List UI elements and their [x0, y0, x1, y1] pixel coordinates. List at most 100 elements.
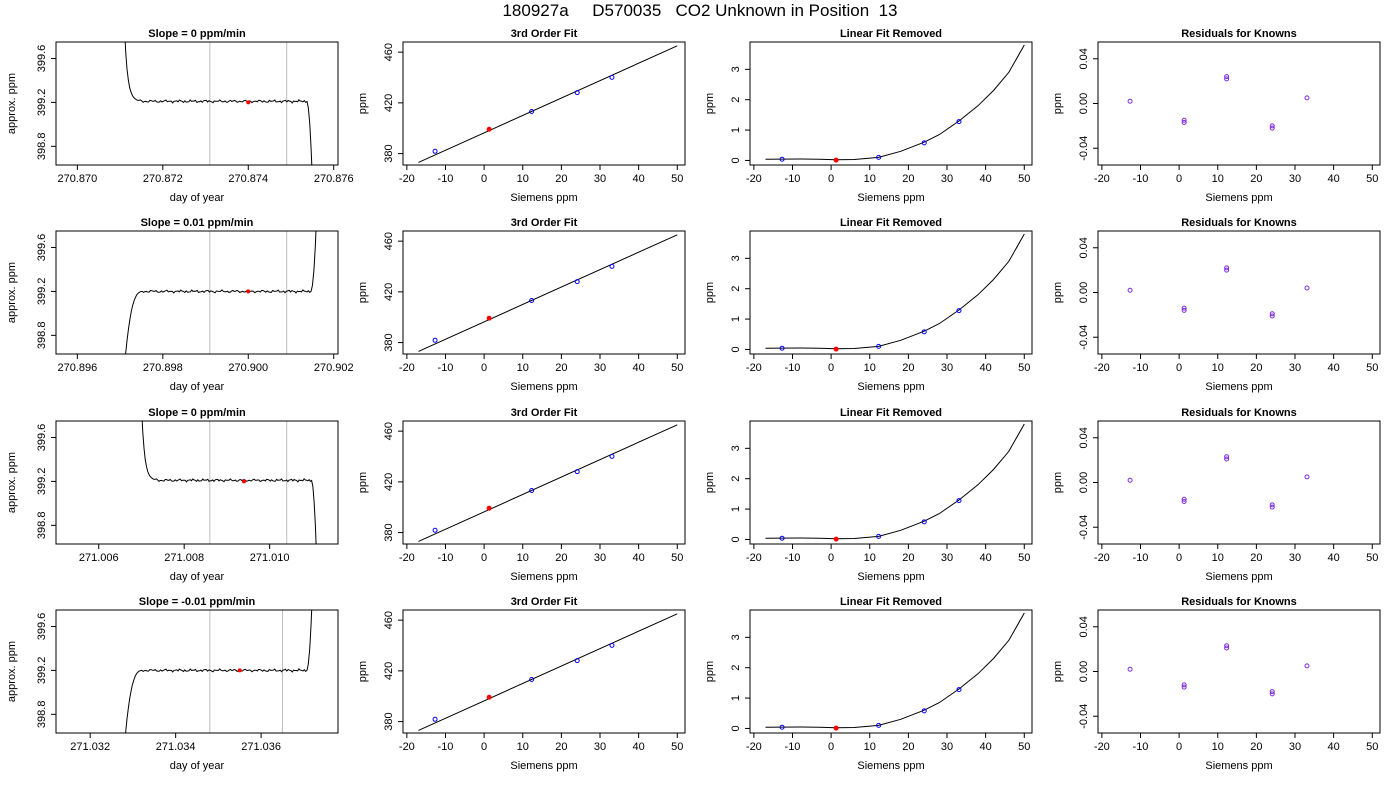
residual-point — [1181, 120, 1187, 126]
y-tick-label: 0 — [730, 725, 742, 731]
known-point — [432, 148, 438, 154]
plot-area — [765, 44, 1025, 163]
y-tick-label: 380 — [383, 523, 395, 541]
x-tick-label: 271.010 — [250, 552, 290, 564]
mean-marker-point — [246, 100, 251, 105]
y-tick-label: 3 — [730, 445, 742, 451]
y-axis-label: ppm — [704, 472, 716, 493]
x-tick-label: 271.008 — [164, 552, 204, 564]
plot-frame — [1097, 420, 1381, 545]
x-tick-label: 50 — [1018, 173, 1030, 185]
fit-line — [418, 424, 678, 542]
residual-point — [1127, 477, 1133, 483]
known-point — [779, 345, 785, 351]
known-point — [956, 308, 962, 314]
x-tick-label: 270.874 — [228, 173, 268, 185]
plot-area — [418, 45, 678, 163]
y-tick-label: 399.2 — [36, 657, 48, 685]
x-tick-label: 10 — [864, 741, 876, 753]
y-tick-label: 460 — [383, 611, 395, 629]
x-tick-label: 40 — [980, 552, 992, 564]
x-tick-label: 30 — [594, 173, 606, 185]
y-tick-label: 380 — [383, 712, 395, 730]
x-tick-label: 50 — [671, 552, 683, 564]
y-tick-label: -0.04 — [1078, 515, 1090, 540]
residual-point — [1304, 663, 1310, 669]
x-tick-label: -10 — [785, 362, 801, 374]
x-tick-label: -20 — [746, 552, 762, 564]
y-tick-label: 398.8 — [36, 512, 48, 540]
x-tick-label: 20 — [1250, 741, 1262, 753]
x-tick-label: 20 — [1250, 173, 1262, 185]
y-axis-label: approx. ppm — [6, 452, 18, 513]
x-tick-label: 50 — [671, 173, 683, 185]
x-tick-label: 50 — [1018, 552, 1030, 564]
x-axis-label: Siemens ppm — [1205, 381, 1272, 393]
known-point — [921, 329, 927, 335]
unknown-point — [833, 536, 839, 542]
panel-title: Slope = 0.01 ppm/min — [141, 217, 254, 229]
x-axis-label: day of year — [170, 571, 225, 583]
known-point — [529, 108, 535, 114]
y-tick-label: 1 — [730, 127, 742, 133]
x-tick-label: 271.036 — [241, 741, 281, 753]
x-axis-label: Siemens ppm — [857, 760, 924, 772]
panel-3-3: Linear Fit Removed Siemens ppm ppm -20 -10 0 1… — [704, 407, 1033, 583]
panel-2-3: Linear Fit Removed Siemens ppm ppm -20 -10 0 1… — [704, 217, 1033, 393]
x-tick-label: 40 — [980, 362, 992, 374]
x-tick-label: 50 — [1366, 362, 1378, 374]
x-tick-label: 20 — [1250, 362, 1262, 374]
residual-point — [1127, 98, 1133, 104]
panel-title: Residuals for Knowns — [1181, 407, 1297, 419]
y-tick-label: 399.6 — [36, 424, 48, 452]
x-tick-label: 50 — [1018, 362, 1030, 374]
x-tick-label: 50 — [1366, 552, 1378, 564]
x-axis-label: Siemens ppm — [510, 760, 577, 772]
fit-curve — [765, 423, 1025, 540]
panel-1-1: Slope = 0 ppm/min day of year approx. ppm 2… — [6, 28, 354, 204]
x-tick-label: 40 — [980, 173, 992, 185]
x-tick-label: 40 — [633, 362, 645, 374]
plot-frame — [402, 230, 686, 355]
plot-frame — [55, 609, 339, 734]
x-tick-label: -10 — [438, 173, 454, 185]
fit-line — [418, 613, 678, 731]
x-tick-label: 10 — [1212, 362, 1224, 374]
ppm-trace-line — [125, 610, 313, 733]
x-axis-label: Siemens ppm — [857, 381, 924, 393]
known-point — [876, 722, 882, 728]
known-point — [956, 498, 962, 504]
known-point — [956, 687, 962, 693]
x-tick-label: 40 — [980, 741, 992, 753]
panel-1-4: Residuals for Knowns Siemens ppm ppm -20 -10… — [1052, 28, 1381, 204]
x-tick-label: 0 — [1176, 173, 1182, 185]
y-tick-label: 1 — [730, 695, 742, 701]
plot-area — [418, 234, 678, 352]
x-tick-label: 10 — [517, 173, 529, 185]
fit-line — [418, 45, 678, 163]
x-tick-label: -20 — [1094, 362, 1110, 374]
residual-point — [1269, 691, 1275, 697]
x-tick-label: 271.034 — [156, 741, 196, 753]
panel-1-2: 3rd Order Fit Siemens ppm ppm -20 -10 0 10 20 30… — [357, 28, 686, 204]
y-tick-label: 460 — [383, 422, 395, 440]
fit-curve — [765, 44, 1025, 161]
y-tick-label: 2 — [730, 476, 742, 482]
y-axis-label: ppm — [357, 93, 369, 114]
residual-point — [1181, 682, 1187, 688]
unknown-point — [486, 505, 492, 511]
panel-title: Slope = 0 ppm/min — [148, 407, 246, 419]
residual-point — [1269, 125, 1275, 131]
x-tick-label: 10 — [1212, 173, 1224, 185]
known-point — [779, 156, 785, 162]
y-axis-label: ppm — [704, 661, 716, 682]
panel-title: 3rd Order Fit — [511, 217, 578, 229]
panel-title: Residuals for Knowns — [1181, 596, 1297, 608]
plot-frame — [402, 41, 686, 166]
y-axis-label: ppm — [704, 93, 716, 114]
x-tick-label: -20 — [399, 552, 415, 564]
residual-point — [1269, 313, 1275, 319]
plot-frame — [1097, 41, 1381, 166]
known-point — [574, 658, 580, 664]
